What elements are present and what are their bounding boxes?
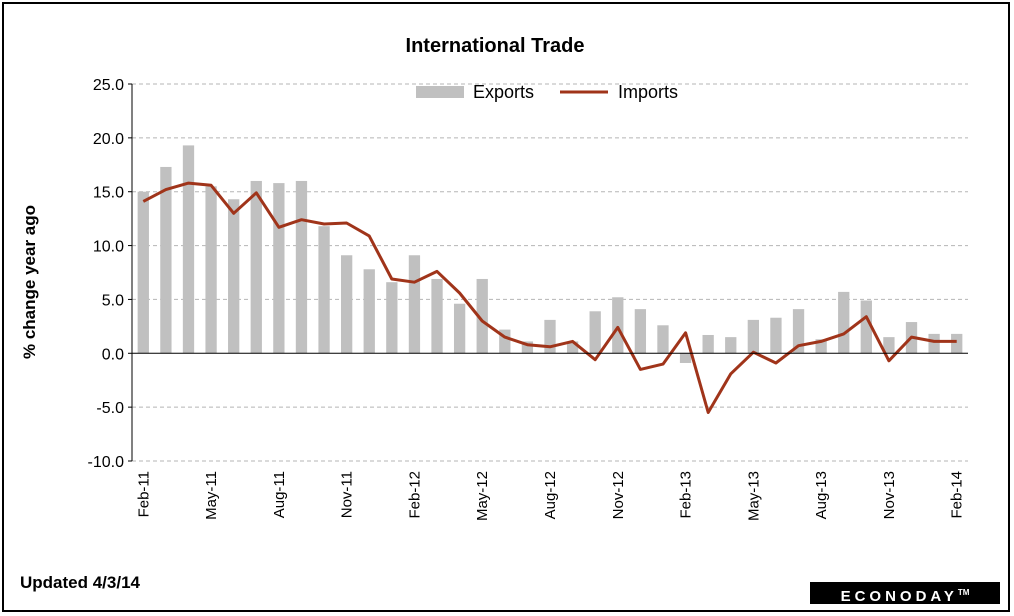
updated-date: Updated 4/3/14 (20, 573, 140, 592)
exports-bar (883, 337, 895, 354)
imports-line (142, 181, 957, 414)
exports-bar (679, 353, 692, 363)
y-tick-label: 25.0 (93, 77, 124, 94)
exports-bar (137, 191, 149, 354)
x-tick-label: May-13 (745, 471, 762, 521)
logo-text: ECONODAY (840, 588, 958, 605)
exports-bar (341, 255, 353, 354)
exports-bar (476, 278, 488, 354)
x-tick-label: Aug-12 (542, 471, 559, 519)
x-tick-label: May-11 (203, 471, 220, 520)
exports-bars (137, 145, 963, 363)
x-tick-label: Nov-11 (339, 471, 356, 518)
legend-swatch-exports (416, 86, 464, 98)
econoday-logo: ECONODAYTM (810, 582, 1000, 605)
y-tick-label: -10.0 (88, 454, 125, 471)
exports-bar (702, 334, 714, 354)
imports-line-path (142, 181, 957, 414)
logo-tm: TM (957, 588, 970, 597)
exports-bar (295, 180, 308, 354)
exports-bar (228, 199, 240, 354)
exports-bar (770, 317, 782, 354)
exports-bar (273, 183, 285, 354)
exports-bar (453, 303, 466, 354)
x-tick-label: Feb-14 (949, 471, 966, 519)
x-tick-label: Aug-13 (813, 471, 830, 519)
exports-bar (160, 166, 172, 354)
x-tick-label: Nov-13 (881, 471, 898, 519)
exports-bar (634, 309, 647, 354)
exports-bar (928, 333, 940, 354)
exports-bar (815, 339, 827, 354)
exports-bar (951, 333, 963, 354)
exports-bar (386, 282, 398, 354)
y-tick-label: 5.0 (102, 292, 124, 309)
exports-bar (521, 341, 534, 354)
x-tick-label: May-12 (474, 471, 491, 521)
exports-bar (250, 180, 262, 354)
exports-bar (544, 319, 556, 354)
legend-label-exports: Exports (473, 82, 534, 102)
exports-bar (363, 269, 375, 354)
exports-bar (318, 226, 330, 354)
x-tick-label: Feb-12 (406, 471, 423, 519)
chart-title: International Trade (406, 35, 585, 57)
exports-bar (566, 341, 579, 354)
y-tick-label: 0.0 (102, 346, 124, 363)
exports-bar (657, 325, 669, 354)
y-axis-label: % change year ago (20, 205, 39, 359)
y-tick-labels: 25.0 20.0 15.0 10.0 5.0 0.0 -5.0 -10.0 (88, 77, 125, 471)
exports-bar (408, 255, 421, 354)
x-tick-labels: Feb-11 May-11 Aug-11 Nov-11 Feb-12 May-12 Aug-… (135, 471, 965, 521)
x-tick-label: Nov-12 (610, 471, 627, 519)
exports-bar (792, 309, 805, 354)
exports-bar (838, 291, 850, 354)
exports-bar (612, 297, 624, 354)
exports-bar (747, 319, 759, 354)
legend-label-imports: Imports (618, 82, 678, 102)
exports-bar (860, 300, 872, 354)
exports-bar (431, 278, 443, 354)
gridlines (132, 83, 968, 462)
y-tick-label: -5.0 (96, 400, 124, 417)
exports-bar (589, 311, 601, 354)
axes (128, 83, 968, 462)
x-tick-label: Feb-11 (135, 471, 152, 517)
x-tick-label: Feb-13 (678, 471, 695, 519)
legend: Exports Imports (416, 82, 678, 102)
y-tick-label: 20.0 (93, 131, 124, 148)
exports-bar (499, 329, 511, 354)
y-tick-label: 10.0 (93, 239, 124, 256)
exports-bar (182, 145, 195, 354)
x-tick-label: Aug-11 (271, 471, 288, 518)
exports-bar (725, 337, 737, 354)
exports-bar (205, 186, 217, 354)
y-tick-label: 15.0 (93, 185, 124, 202)
